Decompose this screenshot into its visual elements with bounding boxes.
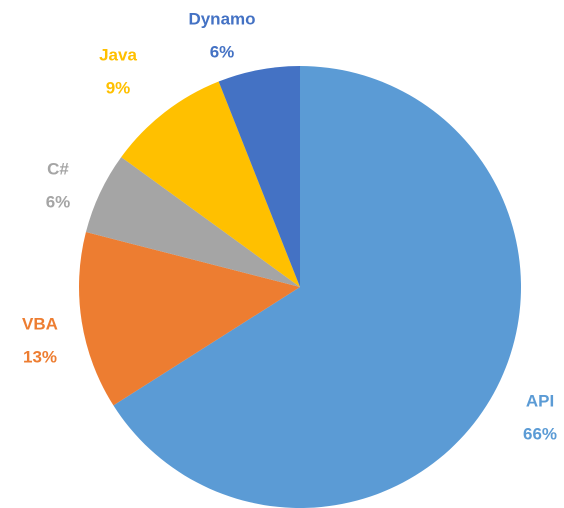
value-label: 6% [46, 192, 71, 211]
category-label: Dynamo [188, 9, 255, 28]
value-label: 6% [210, 42, 235, 61]
pie-slice [121, 81, 300, 287]
pie-slice [218, 66, 300, 287]
value-label: 13% [23, 347, 57, 366]
pie-slice [85, 157, 301, 287]
pie-slice [79, 232, 301, 406]
category-label: Java [99, 45, 137, 64]
category-label: VBA [22, 314, 58, 333]
pie-slice [113, 66, 521, 508]
category-label: C# [47, 159, 69, 178]
value-label: 66% [523, 424, 557, 443]
category-label: API [526, 391, 554, 410]
value-label: 9% [106, 78, 131, 97]
